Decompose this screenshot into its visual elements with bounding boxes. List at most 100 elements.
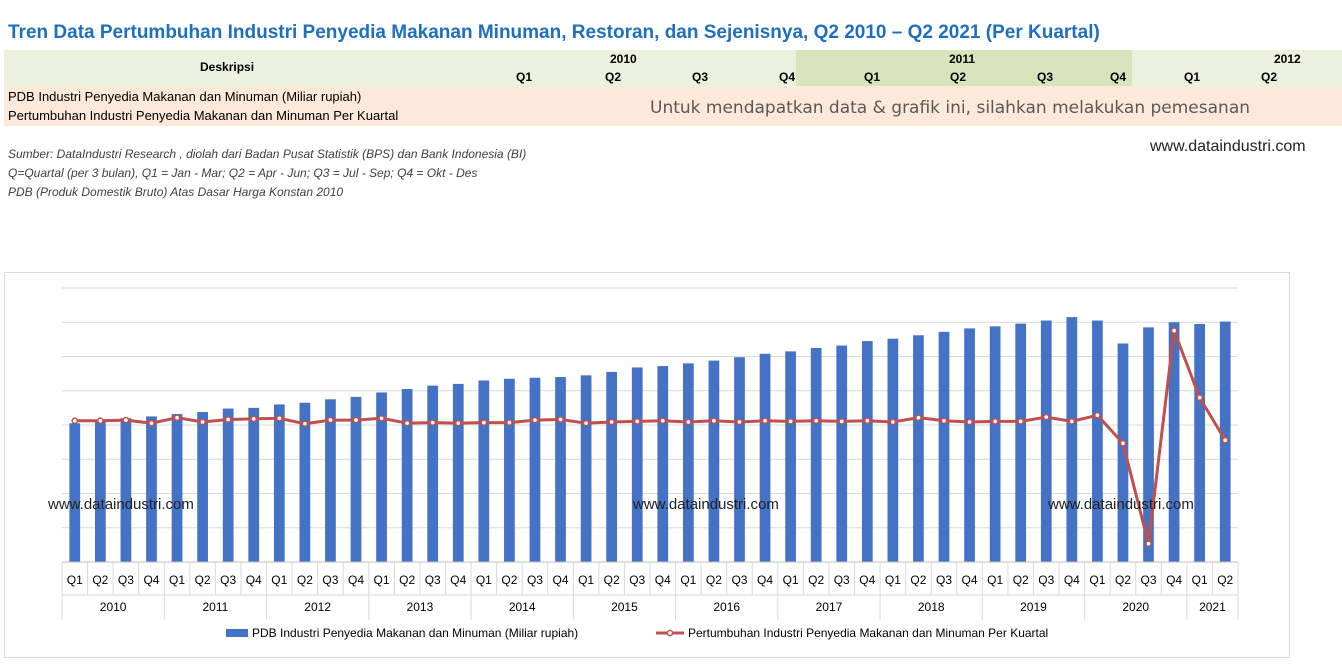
growth-point (148, 419, 155, 427)
year-label: 2013 (407, 600, 434, 614)
x-tick-label: Q2 (1115, 573, 1131, 587)
x-tick-label: Q3 (1141, 573, 1157, 587)
x-tick-label: Q2 (706, 573, 722, 587)
bar (887, 338, 899, 562)
x-tick-label: Q1 (476, 573, 492, 587)
order-notice: Untuk mendapatkan data & grafik ini, sil… (650, 98, 1251, 118)
growth-point (582, 419, 590, 427)
desc-header: Deskripsi (200, 60, 255, 74)
growth-point (966, 418, 973, 426)
growth-point (224, 416, 232, 423)
growth-point (557, 416, 564, 423)
growth-point (1221, 436, 1229, 444)
q-header: Q1 (516, 70, 533, 84)
year-label: 2010 (100, 600, 127, 614)
growth-point (710, 417, 718, 425)
q-header: Q1 (1184, 70, 1201, 84)
x-tick-label: Q1 (578, 573, 594, 587)
growth-point (915, 414, 922, 422)
note-source: Sumber: DataIndustri Research , diolah d… (8, 147, 527, 161)
year-label: 2018 (918, 600, 945, 614)
x-tick-label: Q1 (67, 573, 83, 587)
x-tick-label: Q2 (501, 573, 517, 587)
growth-point (250, 415, 258, 423)
bar (938, 331, 950, 562)
year-label: 2012 (304, 600, 331, 614)
bar (171, 414, 183, 562)
x-tick-label: Q4 (655, 573, 671, 587)
bar (248, 407, 260, 562)
year-label: 2017 (816, 600, 843, 614)
bar (1092, 320, 1103, 562)
growth-point (1042, 413, 1050, 421)
growth-point (122, 416, 130, 424)
bar (197, 411, 208, 562)
x-tick-label: Q2 (1217, 573, 1233, 587)
year-label: 2016 (713, 600, 740, 614)
x-tick-label: Q4 (246, 573, 262, 587)
bar (1194, 323, 1206, 562)
growth-point (787, 417, 794, 425)
x-tick-label: Q2 (399, 573, 415, 587)
bar (478, 380, 490, 562)
bar (861, 341, 873, 562)
bar (299, 402, 311, 562)
bar (785, 351, 796, 562)
bar (427, 385, 439, 562)
bar (1117, 343, 1129, 562)
year-2011: 2011 (949, 52, 976, 66)
growth-point (761, 417, 769, 425)
growth-point (736, 418, 743, 426)
x-tick-label: Q3 (834, 573, 850, 587)
q-header: Q2 (1261, 70, 1278, 84)
bar (222, 408, 234, 562)
year-label: 2021 (1199, 600, 1226, 614)
x-tick-label: Q3 (220, 573, 236, 587)
growth-point (301, 420, 309, 428)
x-tick-label: Q1 (1089, 573, 1105, 587)
q-header: Q4 (779, 70, 796, 84)
bar (631, 367, 643, 562)
x-tick-label: Q3 (118, 573, 134, 587)
x-tick-label: Q4 (1064, 573, 1080, 587)
growth-point (352, 416, 360, 424)
x-tick-label: Q3 (936, 573, 952, 587)
year-2010: 2010 (610, 52, 637, 66)
growth-point (275, 414, 283, 422)
growth-point (940, 417, 948, 425)
growth-point (96, 417, 104, 425)
bar (708, 360, 720, 562)
bar (606, 371, 618, 562)
row-growth-label: Pertumbuhan Industri Penyedia Makanan da… (8, 108, 399, 123)
growth-point (684, 418, 692, 426)
growth-point (199, 418, 206, 426)
growth-point (659, 417, 667, 425)
bar (325, 399, 336, 562)
q-header: Q3 (1037, 70, 1054, 84)
growth-point (812, 417, 820, 425)
growth-point (1196, 394, 1204, 401)
bar (376, 392, 387, 562)
x-tick-label: Q3 (1038, 573, 1054, 587)
x-tick-label: Q4 (859, 573, 875, 587)
x-tick-label: Q2 (910, 573, 926, 587)
legend-label-line: Pertumbuhan Industri Penyedia Makanan da… (688, 626, 1048, 640)
note-pdb: PDB (Produk Domestik Bruto) Atas Dasar H… (8, 185, 344, 199)
x-tick-label: Q1 (680, 573, 696, 587)
table-body: PDB Industri Penyedia Makanan dan Minuma… (4, 86, 1342, 126)
bar (836, 345, 848, 562)
year-label: 2011 (202, 600, 228, 614)
bar (1168, 322, 1180, 562)
page-title: Tren Data Pertumbuhan Industri Penyedia … (8, 22, 1100, 43)
bar (580, 375, 592, 562)
bar (1143, 327, 1154, 562)
growth-point (863, 417, 871, 425)
x-tick-label: Q4 (757, 573, 773, 587)
row-pdb-label: PDB Industri Penyedia Makanan dan Minuma… (8, 89, 362, 104)
bar (555, 377, 566, 562)
x-tick-label: Q4 (348, 573, 364, 587)
x-tick-label: Q2 (297, 573, 313, 587)
legend-swatch-bar (226, 629, 248, 637)
growth-point (71, 417, 79, 425)
